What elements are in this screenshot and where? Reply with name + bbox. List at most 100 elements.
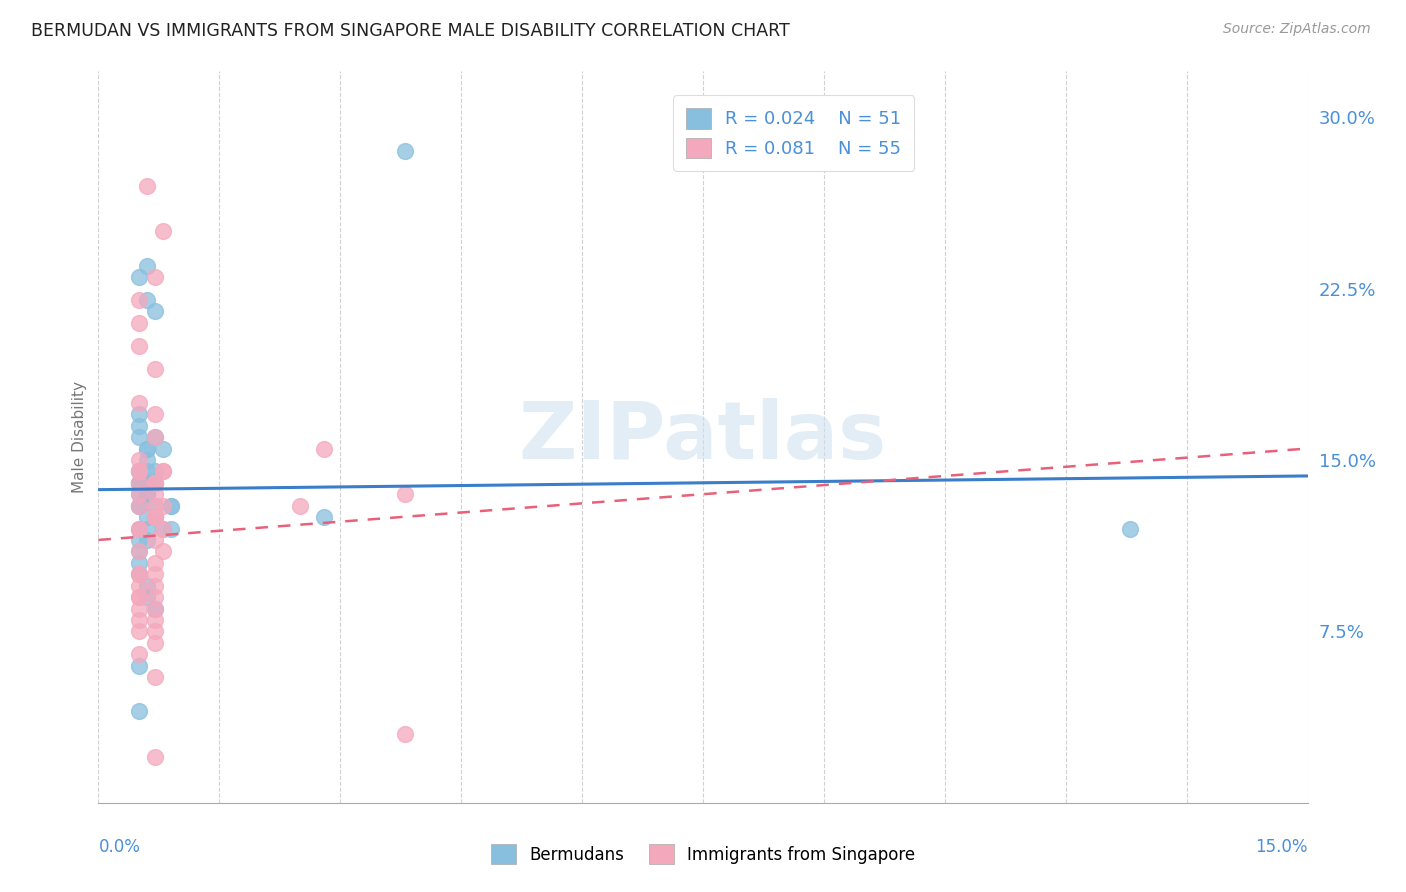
Point [143, 487, 166, 501]
Point [143, 510, 166, 524]
Point [143, 475, 166, 490]
Point [394, 487, 416, 501]
Point [128, 499, 150, 513]
Point [128, 521, 150, 535]
Point [160, 521, 183, 535]
Legend: Bermudans, Immigrants from Singapore: Bermudans, Immigrants from Singapore [484, 838, 922, 871]
Point [128, 705, 150, 719]
Point [135, 259, 157, 273]
Point [143, 475, 166, 490]
Text: 0.0%: 0.0% [98, 838, 141, 856]
Point [394, 727, 416, 741]
Text: ZIPatlas: ZIPatlas [519, 398, 887, 476]
Point [314, 442, 336, 456]
Point [128, 316, 150, 330]
Point [128, 613, 150, 627]
Point [128, 475, 150, 490]
Point [128, 521, 150, 535]
Point [152, 521, 174, 535]
Point [135, 475, 157, 490]
Point [128, 647, 150, 661]
Point [128, 499, 150, 513]
Point [314, 510, 336, 524]
Point [128, 464, 150, 478]
Point [152, 464, 174, 478]
Y-axis label: Male Disability: Male Disability [72, 381, 87, 493]
Point [152, 224, 174, 238]
Point [135, 293, 157, 307]
Point [143, 750, 166, 764]
Point [152, 499, 174, 513]
Point [143, 601, 166, 615]
Point [128, 624, 150, 639]
Point [135, 475, 157, 490]
Point [135, 533, 157, 547]
Point [143, 556, 166, 570]
Point [135, 487, 157, 501]
Point [128, 567, 150, 582]
Point [143, 464, 166, 478]
Point [128, 407, 150, 421]
Point [143, 636, 166, 650]
Point [135, 464, 157, 478]
Point [160, 499, 183, 513]
Point [135, 442, 157, 456]
Point [143, 567, 166, 582]
Point [143, 533, 166, 547]
Point [135, 442, 157, 456]
Point [128, 658, 150, 673]
Point [135, 521, 157, 535]
Point [135, 453, 157, 467]
Point [128, 453, 150, 467]
Point [135, 487, 157, 501]
Point [143, 270, 166, 285]
Point [143, 499, 166, 513]
Point [128, 293, 150, 307]
Point [135, 510, 157, 524]
Point [135, 579, 157, 593]
Point [143, 670, 166, 684]
Point [288, 499, 311, 513]
Text: Source: ZipAtlas.com: Source: ZipAtlas.com [1223, 22, 1371, 37]
Point [128, 487, 150, 501]
Point [128, 590, 150, 604]
Text: BERMUDAN VS IMMIGRANTS FROM SINGAPORE MALE DISABILITY CORRELATION CHART: BERMUDAN VS IMMIGRANTS FROM SINGAPORE MA… [31, 22, 790, 40]
Point [128, 499, 150, 513]
Point [143, 407, 166, 421]
Point [143, 304, 166, 318]
Point [143, 510, 166, 524]
Point [128, 544, 150, 558]
Point [143, 361, 166, 376]
Point [143, 510, 166, 524]
Point [152, 442, 174, 456]
Point [143, 510, 166, 524]
Text: 15.0%: 15.0% [1256, 838, 1308, 856]
Point [143, 624, 166, 639]
Point [143, 475, 166, 490]
Point [143, 510, 166, 524]
Point [128, 270, 150, 285]
Point [143, 601, 166, 615]
Point [143, 613, 166, 627]
Point [152, 521, 174, 535]
Point [128, 464, 150, 478]
Point [128, 464, 150, 478]
Point [128, 601, 150, 615]
Point [128, 418, 150, 433]
Point [128, 567, 150, 582]
Point [128, 567, 150, 582]
Point [394, 145, 416, 159]
Point [135, 178, 157, 193]
Point [135, 590, 157, 604]
Point [128, 338, 150, 352]
Point [160, 499, 183, 513]
Point [143, 579, 166, 593]
Point [1119, 521, 1142, 535]
Point [128, 521, 150, 535]
Point [128, 590, 150, 604]
Point [143, 430, 166, 444]
Point [128, 579, 150, 593]
Point [128, 533, 150, 547]
Point [128, 475, 150, 490]
Point [128, 396, 150, 410]
